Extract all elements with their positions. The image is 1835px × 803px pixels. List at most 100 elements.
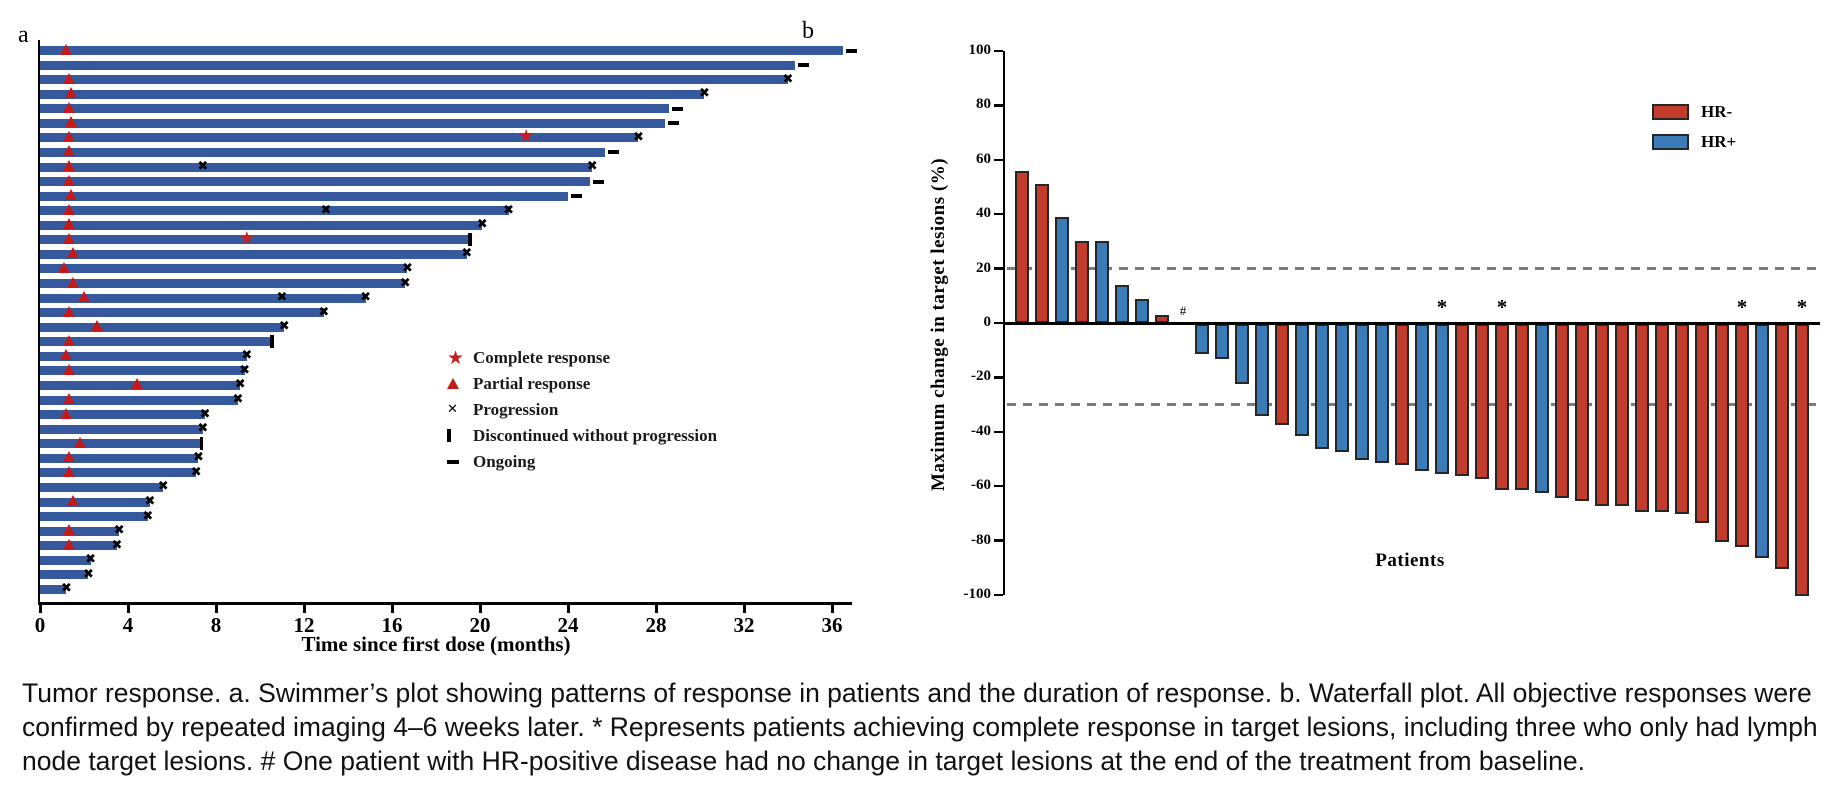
swimmer-x-tick [390,605,394,613]
partial-response-marker [78,291,90,303]
waterfall-bar [1675,324,1689,515]
waterfall-bar [1515,324,1529,490]
partial-response-marker [73,436,86,448]
complete-response-star-icon: ★ [447,346,465,369]
waterfall-y-tick-label: 60 [976,150,991,167]
swimmer-bar [40,439,201,449]
waterfall-bar [1335,324,1349,452]
swimmer-x-tick [830,605,834,613]
caption-line: Tumor response. a. Swimmer’s plot showin… [22,678,1812,708]
waterfall-y-tick [994,539,1003,542]
waterfall-bar [1615,324,1629,507]
waterfall-bar [1375,324,1389,463]
swimmer-y-axis [37,40,40,605]
swimmer-bar [40,104,670,114]
legend-item-discontinued: Discontinued without progression [447,426,717,445]
legend-label: HR+ [1701,132,1737,151]
waterfall-bar [1595,324,1609,507]
swimmer-x-tick-label: 16 [381,613,403,637]
progression-end-marker: ✖ [401,260,413,276]
swimmer-x-tick-label: 28 [645,613,667,637]
swimmer-bar [40,249,467,259]
progression-end-marker: ✖ [241,348,253,364]
swimmer-bar [40,206,509,216]
legend-label: Progression [473,399,559,419]
partial-response-marker [91,320,104,332]
swimmer-bar [40,147,606,157]
partial-response-marker [62,524,75,536]
swimmer-x-tick [742,605,746,613]
waterfall-bar [1035,184,1049,323]
waterfall-bar [1355,324,1369,460]
progression-end-marker: ✖ [111,537,123,553]
waterfall-bar [1055,216,1069,323]
swimmer-bar [40,570,89,580]
legend-item-hr-positive: HR+ [1652,132,1736,152]
swimmer-bar [40,453,199,463]
waterfall-bar [1555,324,1569,499]
swimmer-bar [40,133,639,143]
progression-end-marker: ✖ [113,523,125,539]
swimmer-bar [40,46,843,55]
partial-response-marker [62,538,75,550]
waterfall-bar [1235,324,1249,384]
waterfall-plot: b Maximum change in target lesions (%) P… [790,0,1835,660]
waterfall-y-tick-label: 0 [983,314,992,330]
waterfall-y-tick-label: 40 [976,205,991,222]
swimmer-bar [40,351,247,361]
waterfall-bar [1455,324,1469,477]
swimmer-x-tick-label: 36 [821,613,843,637]
legend-item-progression: ✕ Progression [447,400,717,419]
partial-response-marker [64,189,77,201]
partial-response-marker [62,203,75,215]
swimmer-bar [40,308,324,318]
waterfall-bar [1015,170,1029,323]
waterfall-y-tick [994,49,1003,53]
partial-response-marker [62,451,75,463]
progression-end-marker: ✖ [157,479,169,495]
progression-end-marker: ✖ [360,290,372,306]
discontinued-end-marker [270,335,274,349]
panel-a-label: a [18,22,29,48]
progression-end-marker: ✖ [318,304,330,320]
waterfall-y-tick-label: 100 [968,42,992,58]
caption-line: node target lesions. # One patient with … [22,746,1585,776]
waterfall-bar [1195,324,1209,354]
ongoing-end-marker [797,63,809,68]
swimmer-bar [40,293,366,303]
partial-response-marker [67,247,79,259]
progression-marker: ✖ [320,202,332,218]
progression-end-marker: ✖ [239,362,251,378]
figure-caption: Tumor response. a. Swimmer’s plot showin… [22,676,1818,778]
swimmer-bar [40,395,238,405]
waterfall-y-tick [994,212,1003,216]
discontinued-end-marker [468,233,472,247]
waterfall-bar [1415,324,1429,471]
legend-label: Complete response [473,347,611,367]
progression-end-marker: ✖ [192,450,204,466]
partial-response-marker [62,218,75,230]
progression-end-marker: ✖ [234,377,246,393]
swimmer-bar [40,118,665,128]
ongoing-dash-icon [447,459,473,464]
legend-label: Partial response [473,373,591,393]
progression-end-marker: ✖ [399,275,411,291]
swimmer-bar [40,512,148,522]
partial-response-marker [64,87,77,99]
progression-marker: ✖ [197,159,209,175]
partial-response-marker [67,276,79,288]
waterfall-y-tick-label: -40 [971,422,991,439]
swimmer-bar [40,555,91,565]
swimmer-x-tick-label: 0 [34,613,46,637]
waterfall-bar [1775,324,1789,569]
swimmer-x-axis [37,602,852,605]
waterfall-bar [1495,324,1509,490]
ongoing-end-marker [593,179,604,184]
swimmer-bar [40,162,593,172]
waterfall-y-tick [994,593,1003,597]
waterfall-bar [1755,324,1769,558]
waterfall-y-tick-label: -100 [963,586,992,602]
swimmer-x-tick-label: 4 [122,613,134,637]
legend-item-ongoing: Ongoing [447,452,717,471]
waterfall-bar [1735,324,1749,548]
